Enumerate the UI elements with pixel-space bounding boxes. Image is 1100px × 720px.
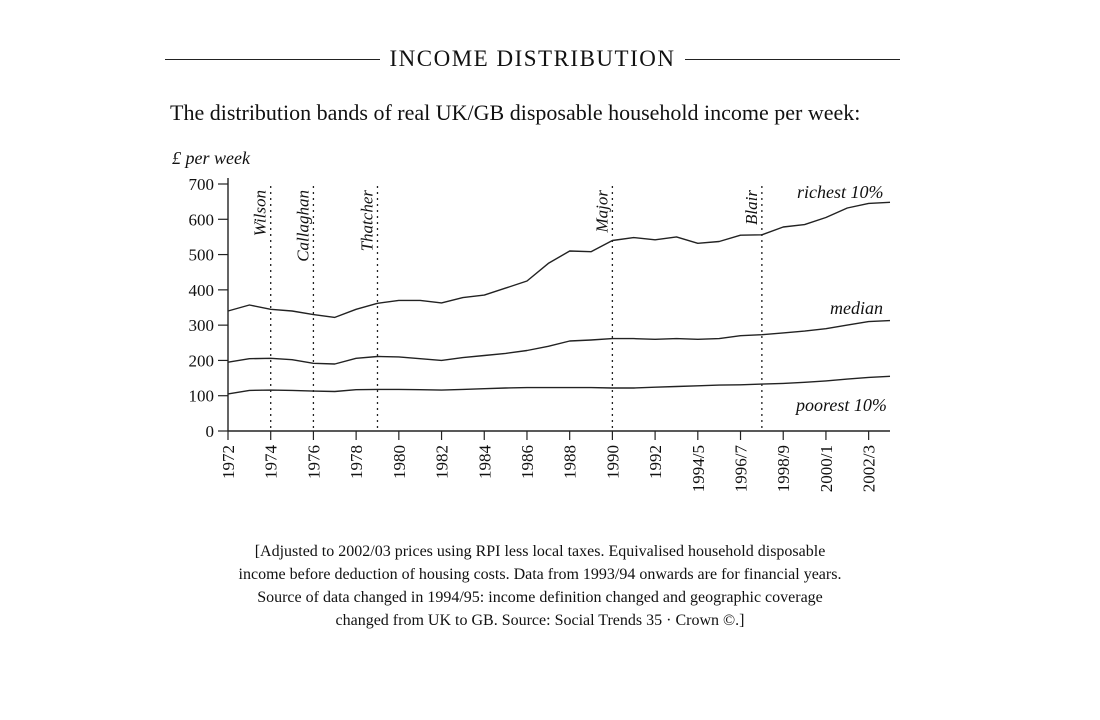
x-tick-label: 1988 (561, 445, 580, 479)
annotation-label: Callaghan (293, 190, 312, 262)
y-axis-label: £ per week (172, 148, 251, 168)
x-tick-label: 1972 (219, 445, 238, 479)
series-line (227, 319, 891, 365)
x-tick-label: 1982 (433, 445, 452, 479)
series-label: richest 10% (797, 182, 883, 202)
x-tick-label: 2002/3 (860, 445, 879, 492)
series-line (227, 375, 891, 395)
footnote-line: [Adjusted to 2002/03 prices using RPI le… (254, 543, 826, 560)
y-tick-label: 200 (189, 351, 215, 370)
x-tick-label: 1990 (603, 445, 622, 479)
chart-axes: 0 100 200 300 400 500 600 700 1972 1974 1976 1978 19… (189, 175, 890, 493)
x-tick-label: 1974 (262, 445, 281, 480)
y-tick-label: 500 (189, 246, 215, 265)
footnote-line: changed from UK to GB. Source: Social Tr… (335, 612, 745, 629)
heading-rule-right (685, 58, 900, 60)
series-line (227, 201, 891, 319)
series-label: median (830, 298, 883, 318)
annotation-label: Blair (742, 190, 761, 225)
y-tick-label: 300 (189, 316, 215, 335)
x-tick-label: 1984 (475, 445, 494, 480)
annotation-label: Major (592, 190, 611, 234)
y-tick-label: 400 (189, 281, 215, 300)
heading-title: INCOME DISTRIBUTION (389, 46, 676, 71)
heading-row: INCOME DISTRIBUTION (165, 44, 900, 74)
x-tick-label: 1978 (347, 445, 366, 479)
x-tick-label: 1994/5 (689, 445, 708, 492)
x-tick-label: 1992 (646, 445, 665, 479)
footnote-line: Source of data changed in 1994/95: incom… (257, 589, 823, 606)
x-tick-label: 1980 (390, 445, 409, 479)
y-tick-label: 100 (189, 387, 215, 406)
series-label: poorest 10% (794, 395, 887, 415)
x-tick-label: 1996/7 (732, 445, 751, 493)
y-tick-label: 600 (189, 210, 215, 229)
chart-annotations: Wilson Callaghan Thatcher Major Blair (251, 186, 763, 431)
footnote: [Adjusted to 2002/03 prices using RPI le… (140, 540, 940, 632)
footnote-line: income before deduction of housing costs… (238, 566, 842, 583)
x-tick-label: 2000/1 (817, 445, 836, 492)
chart-series: richest 10% median poorest 10% (227, 182, 891, 415)
annotation-label: Wilson (251, 190, 270, 236)
x-tick-label: 1998/9 (774, 445, 793, 492)
y-tick-label: 0 (206, 422, 215, 441)
chart-subtitle: The distribution bands of real UK/GB dis… (170, 100, 861, 125)
heading-rule-left (165, 58, 380, 60)
x-tick-label: 1976 (304, 445, 323, 479)
annotation-label: Thatcher (357, 190, 376, 252)
y-tick-label: 700 (189, 175, 215, 194)
x-tick-label: 1986 (518, 445, 537, 479)
